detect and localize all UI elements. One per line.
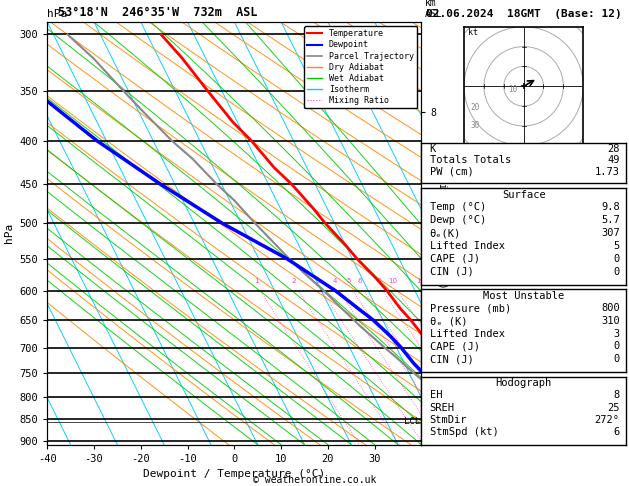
Text: 9.8: 9.8 [601,203,620,212]
Text: 15: 15 [416,278,425,284]
Text: 0: 0 [613,341,620,351]
Text: Pressure (mb): Pressure (mb) [430,303,511,313]
Text: Most Unstable: Most Unstable [483,291,564,301]
Text: StmDir: StmDir [430,415,467,425]
Text: Lifted Index: Lifted Index [430,241,504,251]
Text: Lifted Index: Lifted Index [430,329,504,339]
Text: 5: 5 [346,278,350,284]
Text: 1.73: 1.73 [595,167,620,177]
Text: 28: 28 [607,144,620,154]
Text: LCL: LCL [404,417,421,426]
Y-axis label: Mixing Ratio (g/kg): Mixing Ratio (g/kg) [437,177,447,289]
X-axis label: Dewpoint / Temperature (°C): Dewpoint / Temperature (°C) [143,469,325,479]
Text: Temp (°C): Temp (°C) [430,203,486,212]
Text: PW (cm): PW (cm) [430,167,474,177]
Text: 3: 3 [613,329,620,339]
Text: 10: 10 [508,85,517,94]
Text: 4: 4 [333,278,337,284]
Text: 8: 8 [376,278,381,284]
Text: 0: 0 [613,254,620,264]
Text: 310: 310 [601,316,620,326]
Text: 6: 6 [613,427,620,437]
Text: K: K [430,144,436,154]
Legend: Temperature, Dewpoint, Parcel Trajectory, Dry Adiabat, Wet Adiabat, Isotherm, Mi: Temperature, Dewpoint, Parcel Trajectory… [304,26,417,108]
Text: SREH: SREH [430,402,455,413]
Text: 800: 800 [601,303,620,313]
Text: km
ASL: km ASL [425,0,442,19]
Text: hPa: hPa [47,9,67,19]
Text: 20: 20 [470,103,479,112]
Y-axis label: hPa: hPa [4,223,14,243]
Text: StmSpd (kt): StmSpd (kt) [430,427,498,437]
Text: CIN (J): CIN (J) [430,354,474,364]
Text: 02.06.2024  18GMT  (Base: 12): 02.06.2024 18GMT (Base: 12) [426,9,621,19]
Text: Totals Totals: Totals Totals [430,156,511,165]
Text: 20: 20 [437,278,445,284]
Text: Dewp (°C): Dewp (°C) [430,215,486,226]
Text: θₑ (K): θₑ (K) [430,316,467,326]
Text: 8: 8 [613,390,620,400]
Text: CIN (J): CIN (J) [430,267,474,277]
Text: 272°: 272° [595,415,620,425]
Text: EH: EH [430,390,442,400]
Text: Hodograph: Hodograph [496,378,552,388]
Text: 307: 307 [601,228,620,238]
Text: 6: 6 [358,278,362,284]
Text: 49: 49 [607,156,620,165]
Text: kt: kt [468,28,478,36]
Text: 25: 25 [607,402,620,413]
Text: CAPE (J): CAPE (J) [430,254,479,264]
Text: 10: 10 [389,278,398,284]
Text: 5.7: 5.7 [601,215,620,226]
Text: 2: 2 [292,278,296,284]
Text: 0: 0 [613,354,620,364]
Text: 1: 1 [254,278,259,284]
Text: © weatheronline.co.uk: © weatheronline.co.uk [253,475,376,485]
Text: 0: 0 [613,267,620,277]
Text: CAPE (J): CAPE (J) [430,341,479,351]
Text: 3: 3 [315,278,320,284]
Text: 53°18'N  246°35'W  732m  ASL: 53°18'N 246°35'W 732m ASL [58,6,258,19]
Text: 5: 5 [613,241,620,251]
Text: θₑ(K): θₑ(K) [430,228,461,238]
Text: 30: 30 [470,121,479,130]
Text: Surface: Surface [502,190,545,200]
